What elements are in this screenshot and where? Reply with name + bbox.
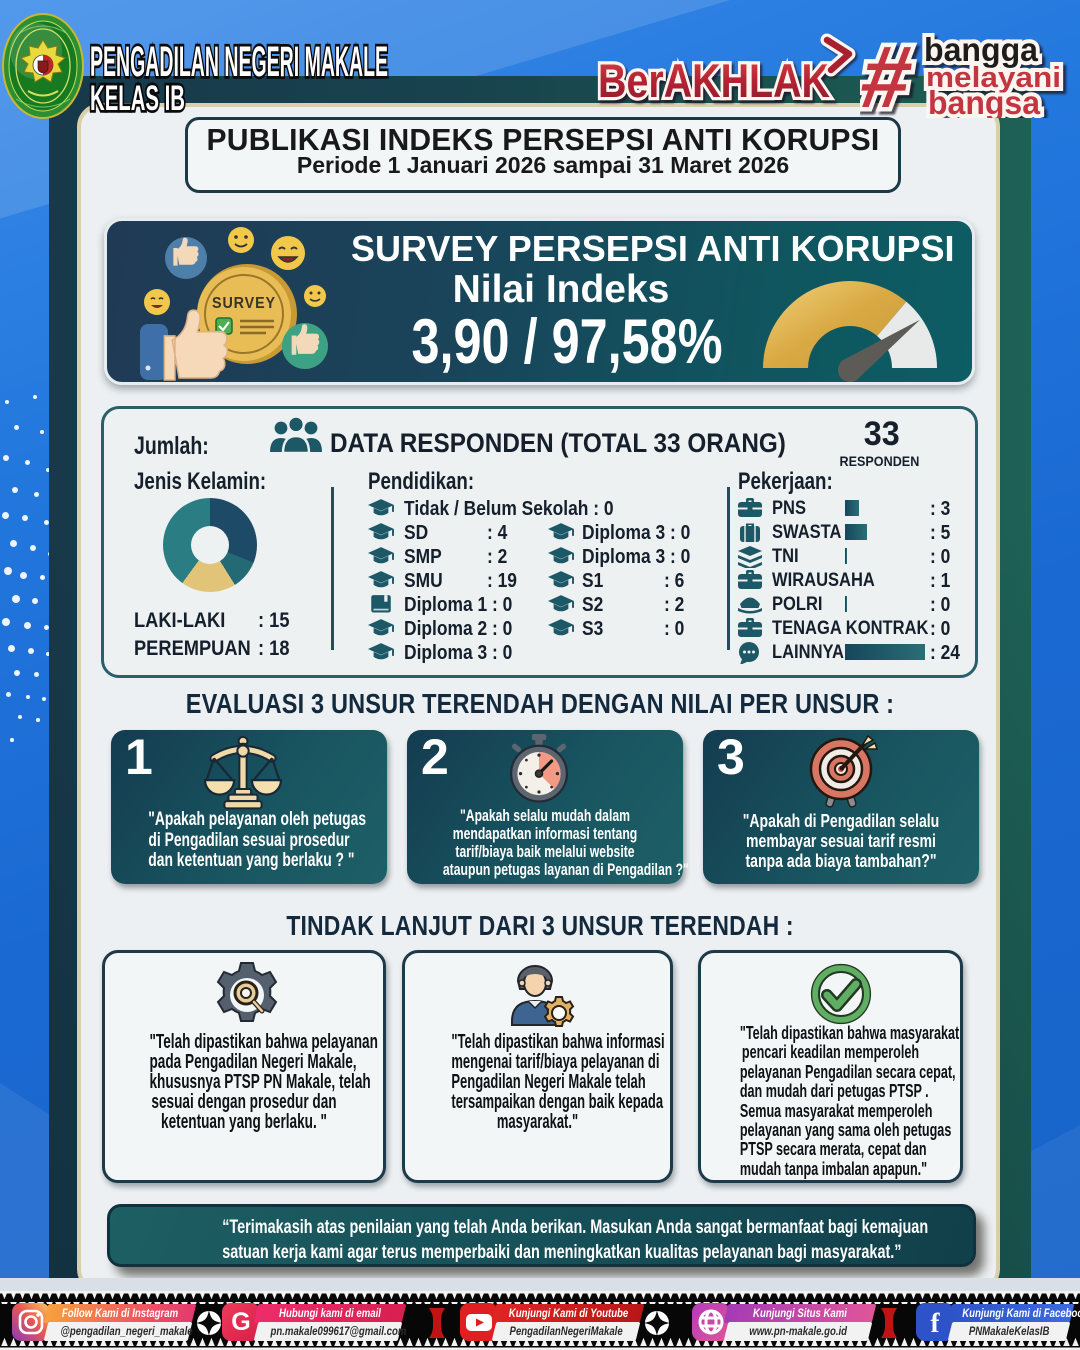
svg-text:#: # — [860, 27, 919, 118]
svg-text:KELAS IB: KELAS IB — [90, 79, 185, 116]
svg-text:PENGADILAN NEGERI MAKALE: PENGADILAN NEGERI MAKALE — [90, 38, 388, 86]
svg-text:bangsa: bangsa — [928, 84, 1041, 118]
svg-text:SURVEY: SURVEY — [212, 295, 276, 312]
svg-text:melayani: melayani — [926, 62, 1061, 94]
svg-text:bangga: bangga — [924, 31, 1039, 68]
svg-text:BerAKHLAK: BerAKHLAK — [598, 54, 830, 107]
